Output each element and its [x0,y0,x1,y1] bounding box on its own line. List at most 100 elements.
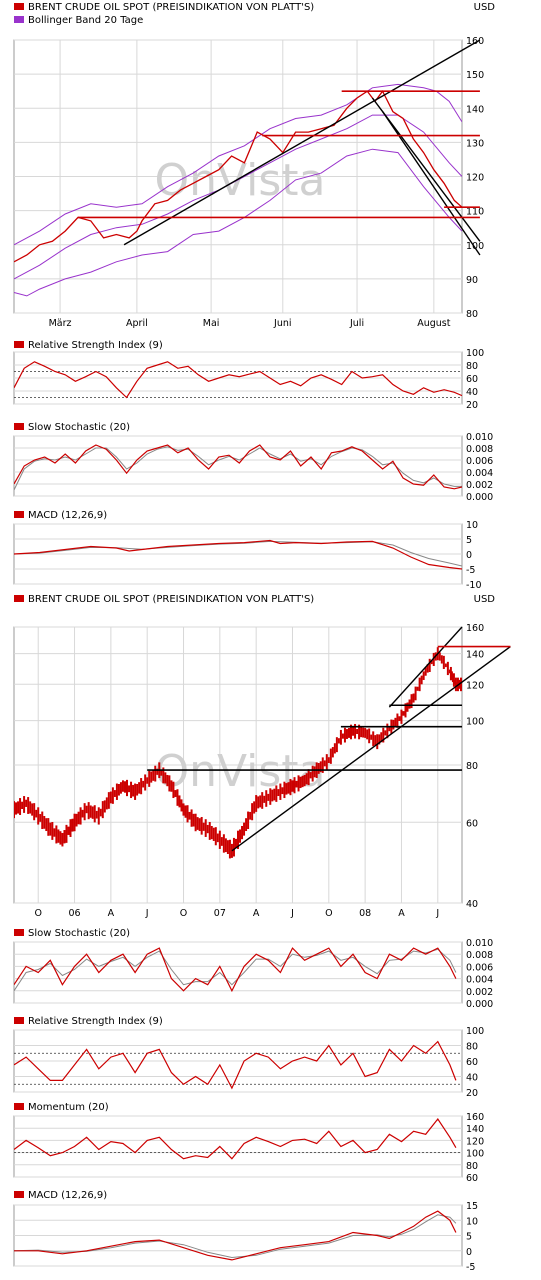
y-tick-label: 60 [466,374,478,385]
panel-c2: Relative Strength Index (9) 20 40 60 80 100 [13,340,484,411]
legend-swatch [14,341,24,348]
y-tick-label: 140 [466,650,484,661]
y-tick-label: 40 [466,387,478,398]
y-tick-label: 0.000 [466,999,493,1010]
y-tick-label: 0.000 [466,492,493,503]
plot-frame [13,941,463,1004]
legend-swatch [14,1017,24,1024]
y-tick-label: 160 [466,36,484,47]
y-tick-label: 100 [466,241,484,252]
y-tick-label: 140 [466,1124,484,1135]
indicator-line [14,361,462,399]
macd-line [14,1210,457,1261]
y-tick-label: 80 [466,361,478,372]
x-tick-label: O [325,908,332,919]
x-tick-label: Mai [203,318,220,329]
y-tick-label: 0.002 [466,480,493,491]
y-tick-label: 0.008 [466,950,493,961]
panel-title: Relative Strength Index (9) [28,340,163,351]
y-tick-label: 120 [466,1136,484,1147]
plot-area [14,539,462,570]
y-tick-label: -5 [466,1262,475,1273]
panel-title: Slow Stochastic (20) [28,928,130,939]
panel-title: MACD (12,26,9) [28,510,107,521]
y-tick-label: 40 [466,1073,478,1084]
plot-area [14,647,462,859]
y-tick-label: 60 [466,1173,478,1184]
y-tick-label: 160 [466,1112,484,1123]
x-tick-label: A [398,908,405,919]
y-tick-label: 100 [466,1149,484,1160]
panel-title: Relative Strength Index (9) [28,1016,163,1027]
y-tick-label: 140 [466,104,484,115]
y-tick-label: 5 [466,1232,472,1243]
x-tick-label: März [49,318,72,329]
watermark: OnVista [154,746,325,797]
y-tick-label: 130 [466,138,484,149]
y-tick-label: 160 [466,623,484,634]
y-tick-label: 60 [466,818,478,829]
panel-title: Momentum (20) [28,1102,109,1113]
x-tick-label: August [417,318,451,329]
y-tick-label: 20 [466,400,478,411]
x-tick-label: Juni [273,318,291,329]
unit-label: USD [474,594,496,605]
legend-swatch [14,1103,24,1110]
y-tick-label: 0.004 [466,468,493,479]
x-tick-label: O [34,908,41,919]
y-tick-label: 0.004 [466,975,493,986]
unit-label: USD [474,2,496,13]
panel-c9: MACD (12,26,9) -5 0 5 10 15 [13,1190,478,1273]
watermark: OnVista [154,155,325,206]
y-tick-label: 0.006 [466,962,493,973]
y-tick-label: -10 [466,580,482,591]
legend-swatch [14,511,24,518]
x-tick-label: 07 [214,908,226,919]
x-tick-label: 08 [359,908,371,919]
macd-signal-line [14,1214,457,1259]
plot-area [14,1117,457,1160]
legend-swatch [14,423,24,430]
panel-title: MACD (12,26,9) [28,1190,107,1201]
x-tick-label: J [290,908,294,919]
macd-signal-line [14,540,462,567]
y-tick-label: 0.006 [466,456,493,467]
y-tick-label: 120 [466,173,484,184]
x-tick-label: A [253,908,260,919]
y-tick-label: 15 [466,1201,478,1212]
x-tick-label: 06 [68,908,80,919]
trend-line [231,646,511,852]
indicator-line [14,1117,457,1160]
y-tick-label: 0.008 [466,444,493,455]
indicator-line [14,1040,457,1090]
legend-label: BRENT CRUDE OIL SPOT (PREISINDIKATION VO… [28,2,314,13]
bollinger-upper-line [14,83,462,246]
plot-area [14,1210,457,1261]
y-tick-label: 40 [466,899,478,910]
macd-line [14,539,462,570]
x-tick-label: A [108,908,115,919]
y-tick-label: 5 [466,535,472,546]
y-tick-label: 100 [466,348,484,359]
stochastic-k-line [14,947,457,993]
y-tick-label: 110 [466,207,484,218]
y-tick-label: 100 [466,1026,484,1037]
plot-frame [13,1115,463,1178]
legend-swatch [14,3,24,10]
y-tick-label: 80 [466,309,478,320]
legend-swatch [14,16,24,23]
legend-label: Bollinger Band 20 Tage [28,15,143,26]
y-tick-label: 90 [466,275,478,286]
y-tick-label: 0.002 [466,987,493,998]
x-tick-label: J [145,908,149,919]
panel-c1: BRENT CRUDE OIL SPOT (PREISINDIKATION VO… [13,2,496,329]
y-tick-label: 0.010 [466,938,493,949]
panel-c5: BRENT CRUDE OIL SPOT (PREISINDIKATION VO… [13,594,511,919]
panel-title: Slow Stochastic (20) [28,422,130,433]
stochastic-k-line [14,444,462,490]
plot-area [14,83,462,297]
y-tick-label: 20 [466,1088,478,1099]
